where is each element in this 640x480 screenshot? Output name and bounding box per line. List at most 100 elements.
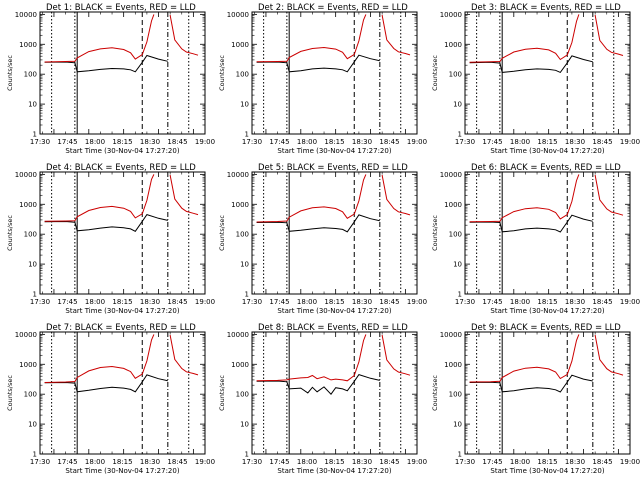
y-tick-label: 10	[240, 261, 249, 269]
x-tick-label: 17:30	[242, 298, 262, 306]
series-line-lld	[44, 174, 199, 222]
x-tick-label: 17:45	[269, 458, 289, 466]
y-tick-label: 1	[33, 291, 37, 299]
y-tick-label: 100	[449, 391, 462, 399]
x-tick-label: 18:45	[167, 138, 187, 146]
x-tick-label: 19:00	[620, 298, 640, 306]
plot-frame	[251, 331, 418, 455]
plot-frame	[464, 171, 631, 295]
x-tick-label: 18:15	[537, 138, 557, 146]
x-tick-label: 18:30	[352, 138, 372, 146]
x-tick-label: 17:45	[57, 298, 77, 306]
x-tick-label: 17:30	[30, 458, 50, 466]
panel-title: Det 6: BLACK = Events, RED = LLD	[471, 163, 621, 173]
y-tick-label: 1	[33, 451, 37, 459]
y-tick-label: 100	[236, 71, 249, 79]
x-tick-label: 19:00	[195, 298, 215, 306]
y-axis-label: Counts/sec	[6, 375, 14, 411]
x-tick-label: 17:30	[30, 138, 50, 146]
y-axis-label: Counts/sec	[431, 215, 439, 251]
x-axis-label: Start Time (30-Nov-04 17:27:20)	[65, 307, 179, 315]
plot-frame	[464, 331, 631, 455]
y-tick-label: 10	[453, 421, 462, 429]
x-tick-label: 17:45	[482, 298, 502, 306]
y-tick-label: 10	[28, 101, 37, 109]
series-line-lld	[256, 174, 411, 223]
series-line-events	[469, 55, 593, 74]
x-tick-label: 18:30	[140, 298, 160, 306]
plot-frame	[251, 171, 418, 295]
x-tick-label: 18:30	[140, 458, 160, 466]
y-tick-label: 1	[245, 291, 249, 299]
y-tick-label: 10000	[15, 331, 37, 339]
x-axis-label: Start Time (30-Nov-04 17:27:20)	[65, 467, 179, 475]
y-axis-label: Counts/sec	[218, 375, 226, 411]
y-tick-label: 10	[240, 101, 249, 109]
x-tick-label: 17:45	[57, 138, 77, 146]
x-tick-label: 17:45	[482, 138, 502, 146]
plot-frame	[39, 331, 206, 455]
y-tick-label: 10	[453, 101, 462, 109]
x-tick-label: 17:45	[57, 458, 77, 466]
x-tick-label: 17:30	[455, 458, 475, 466]
series-line-lld	[469, 334, 624, 383]
panel-title: Det 1: BLACK = Events, RED = LLD	[46, 3, 196, 13]
y-axis-label: Counts/sec	[218, 55, 226, 91]
x-tick-label: 17:30	[30, 298, 50, 306]
y-tick-label: 1	[458, 451, 462, 459]
panel-title: Det 3: BLACK = Events, RED = LLD	[471, 3, 621, 13]
y-tick-label: 1	[245, 451, 249, 459]
x-tick-label: 18:00	[510, 298, 530, 306]
x-tick-label: 18:15	[324, 138, 344, 146]
y-tick-label: 10	[240, 421, 249, 429]
x-tick-label: 18:00	[297, 458, 317, 466]
series-line-lld	[469, 14, 624, 63]
y-tick-label: 1000	[444, 201, 462, 209]
series-line-events	[469, 374, 593, 393]
y-tick-label: 1000	[19, 361, 37, 369]
plot-frame	[39, 11, 206, 135]
x-axis-label: Start Time (30-Nov-04 17:27:20)	[277, 467, 391, 475]
y-tick-label: 1000	[19, 201, 37, 209]
series-line-lld	[256, 334, 411, 382]
x-axis-label: Start Time (30-Nov-04 17:27:20)	[277, 307, 391, 315]
y-tick-label: 100	[449, 231, 462, 239]
x-tick-label: 19:00	[620, 458, 640, 466]
y-axis-label: Counts/sec	[431, 375, 439, 411]
y-tick-label: 10000	[227, 171, 249, 179]
x-tick-label: 18:45	[592, 458, 612, 466]
detector-panel-5: Det 5: BLACK = Events, RED = LLD 1 10 100 10…	[218, 163, 427, 315]
x-tick-label: 19:00	[407, 458, 427, 466]
x-tick-label: 19:00	[407, 138, 427, 146]
x-tick-label: 18:45	[379, 298, 399, 306]
series-line-events	[469, 214, 593, 233]
x-tick-label: 17:45	[269, 298, 289, 306]
y-tick-label: 1	[33, 131, 37, 139]
y-tick-label: 10000	[15, 171, 37, 179]
x-tick-label: 18:30	[140, 138, 160, 146]
x-tick-label: 18:45	[592, 298, 612, 306]
detector-panel-4: Det 4: BLACK = Events, RED = LLD 1 10 100 10…	[6, 163, 215, 315]
y-tick-label: 10	[28, 261, 37, 269]
x-tick-label: 18:45	[379, 138, 399, 146]
y-axis-label: Counts/sec	[218, 215, 226, 251]
x-tick-label: 18:30	[565, 298, 585, 306]
x-tick-label: 17:30	[455, 298, 475, 306]
y-tick-label: 1000	[231, 201, 249, 209]
x-tick-label: 18:00	[85, 138, 105, 146]
x-tick-label: 18:45	[167, 458, 187, 466]
x-tick-label: 18:00	[510, 458, 530, 466]
series-line-lld	[469, 174, 624, 223]
y-tick-label: 1000	[444, 41, 462, 49]
y-tick-label: 100	[24, 391, 37, 399]
y-tick-label: 10	[453, 261, 462, 269]
x-tick-label: 18:15	[112, 138, 132, 146]
series-line-events	[256, 54, 380, 73]
detector-panel-2: Det 2: BLACK = Events, RED = LLD 1 10 100 10…	[218, 3, 427, 155]
y-tick-label: 100	[236, 391, 249, 399]
series-line-lld	[256, 14, 411, 63]
panel-title: Det 9: BLACK = Events, RED = LLD	[471, 323, 621, 333]
x-axis-label: Start Time (30-Nov-04 17:27:20)	[65, 147, 179, 155]
detector-panel-3: Det 3: BLACK = Events, RED = LLD 1 10 100 10…	[431, 3, 640, 155]
